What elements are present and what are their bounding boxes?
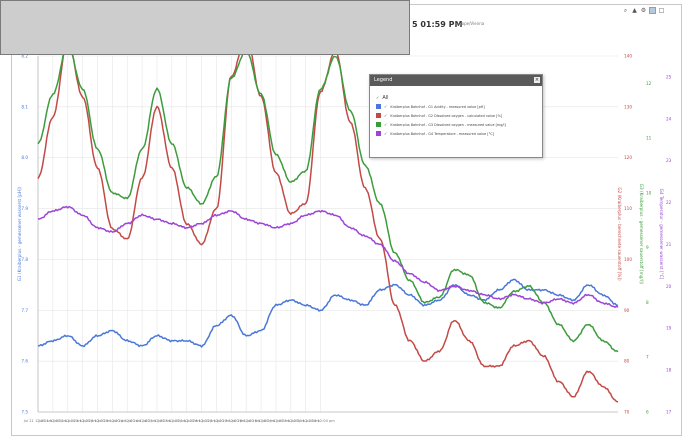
y-axis-title: G4 Temperatur - gemessener wasserst [°C] — [659, 189, 664, 280]
y-tick-label: 120 — [624, 155, 632, 160]
x-tick-label: Jul 24 12:00 am — [112, 419, 142, 423]
legend-item-label: Kraiberplus Bahnhof - G3 Dissolved oxyge… — [390, 122, 506, 127]
y-tick-label: 8.1 — [21, 104, 28, 109]
legend-panel[interactable]: Legend × ✓ All ✓ Kraiberplus Bahnhof - G1 … — [369, 74, 543, 158]
chart-type-icon[interactable]: ▲ — [632, 7, 637, 14]
legend-item-label: Kraiberplus Bahnhof - G4 Temperature - m… — [390, 131, 494, 136]
y-tick-label: 24 — [666, 116, 672, 121]
legend-swatch — [376, 131, 381, 136]
legend-swatch — [376, 122, 381, 127]
x-tick-label: Jul 30 12:00 am — [290, 419, 320, 423]
y-tick-label: 17 — [666, 410, 672, 415]
x-tick-label: Jul 25 12:00 am — [142, 419, 172, 423]
y-tick-label: 6 — [646, 410, 649, 415]
y-tick-label: 19 — [666, 326, 672, 331]
legend-item-label: Kraiberplus Bahnhof - G2 Dissolved oxyge… — [390, 113, 503, 118]
y-tick-label: 12 — [646, 81, 652, 86]
x-tick-label: Jul 26 12:00 am — [172, 419, 202, 423]
y-tick-label: 11 — [646, 136, 652, 141]
y-tick-label: 7.6 — [21, 359, 28, 364]
x-tick-label: Jul 26 12:00 pm — [186, 419, 216, 423]
y-tick-label: 10 — [646, 190, 652, 195]
legend-swatch — [376, 104, 381, 109]
y-tick-label: 80 — [624, 359, 630, 364]
y-tick-label: 90 — [624, 308, 630, 313]
check-icon[interactable]: ✓ — [384, 122, 388, 127]
legend-item-g1[interactable]: ✓ Kraiberplus Bahnhof - G1 Acidity - meas… — [376, 102, 542, 111]
settings-icon[interactable]: ⚙ — [640, 7, 647, 14]
x-tick-label: Jul 21 12:00 am — [23, 419, 53, 423]
obscuring-overlay — [0, 0, 410, 55]
series-line — [37, 278, 619, 348]
x-tick-label: Jul 28 12:00 am — [231, 419, 261, 423]
y-tick-label: 7.8 — [21, 257, 28, 262]
y-tick-label: 70 — [624, 410, 630, 415]
legend-all-label: All — [382, 95, 389, 101]
x-tick-label: Jul 23 12:00 pm — [97, 419, 127, 423]
y-axis-title: G3 (Kraiberplus - gemessener sauerstoff … — [639, 184, 644, 285]
x-tick-label: Jul 22 12:00 pm — [67, 419, 97, 423]
legend-item-g3[interactable]: ✓ Kraiberplus Bahnhof - G3 Dissolved oxyg… — [376, 120, 542, 129]
y-tick-label: 23 — [666, 158, 672, 163]
legend-item-label: Kraiberplus Bahnhof - G1 Acidity - measu… — [390, 104, 485, 109]
crosshair-icon[interactable] — [649, 7, 656, 14]
y-tick-label: 20 — [666, 284, 672, 289]
y-tick-label: 7.5 — [21, 410, 28, 415]
chart-panel — [11, 4, 682, 436]
timezone-label: Europe/Vienna — [455, 21, 485, 26]
chart-toolbar: ⌕ ▲ ⚙ □ — [622, 7, 665, 14]
x-tick-label: Jul 23 12:00 am — [82, 419, 112, 423]
legend-title: Legend — [374, 77, 393, 83]
y-tick-label: 8 — [646, 300, 649, 305]
x-tick-label: Jul 27 12:00 am — [201, 419, 231, 423]
x-tick-label: Jul 24 12:00 pm — [127, 419, 157, 423]
series-line — [37, 44, 619, 353]
x-tick-label: Jul 22 12:00 am — [53, 419, 83, 423]
x-tick-label: Jul 29 12:00 am — [261, 419, 291, 423]
y-tick-label: 130 — [624, 104, 632, 109]
y-tick-label: 8.0 — [21, 155, 28, 160]
x-tick-label: Jul 25 12:00 pm — [157, 419, 187, 423]
expand-icon[interactable]: □ — [658, 7, 665, 14]
check-icon[interactable]: ✓ — [384, 131, 388, 136]
y-tick-label: 7 — [646, 355, 649, 360]
y-tick-label: 9 — [646, 245, 649, 250]
chart-series — [37, 35, 619, 403]
y-tick-label: 25 — [666, 74, 672, 79]
x-tick-label: Jul 27 12:00 pm — [216, 419, 246, 423]
zoom-icon[interactable]: ⌕ — [623, 7, 628, 14]
y-tick-label: 100 — [624, 257, 632, 262]
x-tick-label: Jul 29 12:00 pm — [276, 419, 306, 423]
y-tick-label: 8.2 — [21, 54, 28, 59]
check-icon[interactable]: ✓ — [384, 104, 388, 109]
legend-swatch — [376, 113, 381, 118]
y-tick-label: 7.7 — [21, 308, 28, 313]
y-axis-title: G2 (Kraiberplus - berechnete sauerstoff … — [617, 187, 622, 281]
y-tick-label: 22 — [666, 200, 672, 205]
series-line — [37, 205, 619, 308]
close-icon[interactable]: × — [534, 77, 540, 83]
current-time-label: 5 01:59 PM — [412, 20, 463, 29]
legend-header[interactable]: Legend × — [370, 75, 542, 86]
x-tick-label: Jul 28 12:00 pm — [246, 419, 276, 423]
y-tick-label: 110 — [624, 206, 632, 211]
x-tick-label: Jul 30 12:00 pm — [305, 419, 335, 423]
x-tick-label: Jul 21 12:00 pm — [38, 419, 68, 423]
y-tick-label: 7.9 — [21, 206, 28, 211]
check-icon[interactable]: ✓ — [384, 113, 388, 118]
y-tick-label: 140 — [624, 54, 632, 59]
legend-all-toggle[interactable]: ✓ All — [376, 94, 542, 102]
legend-item-g2[interactable]: ✓ Kraiberplus Bahnhof - G2 Dissolved oxyg… — [376, 111, 542, 120]
legend-item-g4[interactable]: ✓ Kraiberplus Bahnhof - G4 Temperature - … — [376, 129, 542, 138]
check-icon[interactable]: ✓ — [376, 95, 380, 100]
y-tick-label: 18 — [666, 368, 672, 373]
y-axis-title: G1 (Kraiberplus - gemessener wasserst [p… — [17, 186, 22, 281]
y-tick-label: 21 — [666, 242, 672, 247]
